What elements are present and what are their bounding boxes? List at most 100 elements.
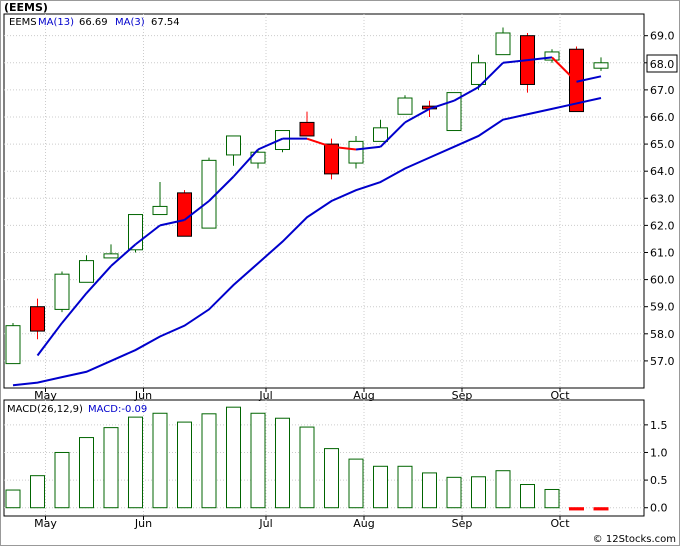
candle [324,138,339,180]
price-tick-label: 65.0 [650,138,675,151]
price-tick-label: 57.0 [650,355,675,368]
macd-bar [446,476,462,509]
candle-body-down [324,143,339,175]
price-y-axis: 57.0 58.0 59.0 60.0 61.0 62.0 63.0 64.0 65.0 66.0… [644,30,675,368]
price-tick-label: 62.0 [650,219,675,232]
candle-body-up [373,127,388,142]
ma3-segment [551,56,578,83]
macd-x-tick-label: Jul [258,517,272,530]
macd-tick-label: 0.0 [650,502,668,515]
macd-bar [103,427,119,509]
macd-bar [324,448,339,509]
candle-body-down [30,306,45,332]
macd-bar [152,412,168,509]
candle [54,271,70,313]
price-grid [4,14,644,388]
candle [226,135,241,166]
macd-x-tick-label: Sep [452,517,473,530]
macd-bar [544,488,560,509]
candle [152,182,168,216]
x-tick-label: Aug [353,389,374,402]
candle-body-up [471,62,486,85]
macd-bar [520,484,535,509]
legend-ma3-value: 67.54 [151,17,180,28]
ma3-segment [232,148,259,178]
macd-bar [299,426,315,509]
legend-ma3-label: MA(3) [115,17,145,28]
price-tick-label: 58.0 [650,328,675,341]
macd-bar [348,458,364,509]
x-tick-label: Oct [550,389,570,402]
macd-bar [569,507,584,511]
candle-body-up [544,51,560,61]
ma3-segment [85,265,112,294]
candle [250,149,266,169]
ma3-segment [404,107,430,124]
candle [5,322,21,365]
candle-body-up [54,273,70,310]
ma13-line [12,97,602,387]
candles [5,27,609,365]
macd-bar [201,413,217,509]
ma3-segment [355,145,381,151]
watermark: © 12Stocks.com [593,534,676,545]
candle-body-up [348,140,364,164]
candle [128,214,143,253]
ma3-segment [159,218,185,227]
candle [103,244,119,259]
ma3-segment [527,56,553,62]
price-tick-label: 63.0 [650,192,675,205]
macd-bar [593,507,609,511]
x-tick-label: Sep [452,389,473,402]
candle-body-up [275,130,290,151]
candle [373,119,388,142]
macd-bar [79,437,94,509]
candle [544,49,560,63]
macd-panel-frame [3,399,645,517]
candle-body-down [299,121,315,137]
price-tick-label: 67.0 [650,84,675,97]
candle [299,111,315,137]
macd-x-tick-label: Aug [353,517,374,530]
macd-bar [373,465,388,509]
moving-averages [12,56,602,387]
candle [348,135,364,169]
macd-bars [5,406,609,511]
ma3-segment [331,145,357,151]
macd-bar [30,475,45,509]
macd-x-tick-label: Oct [550,517,570,530]
candle-body-down [177,192,192,237]
price-tick-label: 60.0 [650,274,675,287]
last-price-label: 68.0 [650,58,675,71]
macd-bar [226,406,241,509]
macd-x-axis: May Jun Jul Aug Sep Oct [34,516,570,530]
candle [471,54,486,90]
x-tick-label: Jun [134,389,152,402]
price-x-axis: May Jun Jul Aug Sep Oct [34,388,570,402]
macd-tick-label: 1.5 [650,419,668,432]
ma3-segment [183,200,210,221]
macd-tick-label: 0.5 [650,474,668,487]
ma3-segment [379,121,406,148]
macd-x-tick-label: May [34,517,57,530]
macd-grid [4,400,644,516]
macd-bar [397,465,413,509]
candle [30,298,45,340]
macd-bar [5,489,21,509]
macd-y-axis: 0.0 0.5 1.0 1.5 [644,419,668,515]
candle-body-up [397,97,413,115]
ma3-segment [477,62,504,88]
ma3-segment [36,322,63,357]
macd-bar [495,470,511,509]
macd-bar [54,451,70,509]
candle [177,190,192,237]
ma3-segment [61,292,88,324]
macd-x-tick-label: Jun [134,517,152,530]
ma3-segment [453,86,479,102]
candle-body-up [226,135,241,156]
macd-tick-label: 1.0 [650,446,668,459]
legend-ma13-label: MA(13) [38,17,74,28]
price-panel-frame [3,13,645,389]
candle-body-up [495,32,511,56]
last-price-badge [646,54,678,73]
